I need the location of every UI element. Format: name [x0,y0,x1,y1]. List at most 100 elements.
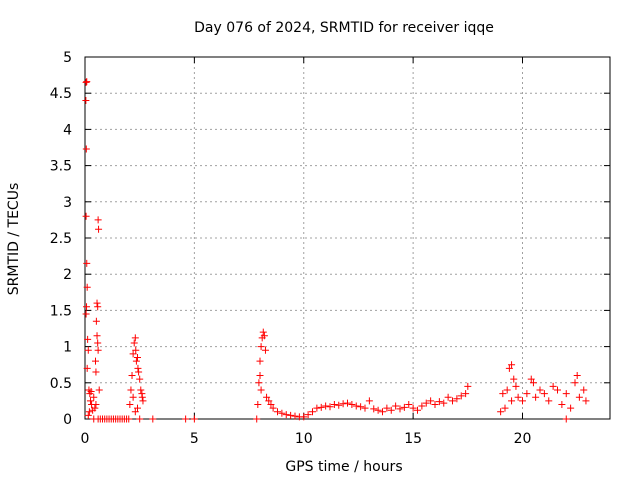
x-tick-label: 0 [81,431,90,447]
data-point [182,415,190,423]
data-point [132,357,140,365]
data-point [94,303,102,311]
data-point [129,393,137,401]
data-point [87,387,95,395]
data-point [317,403,325,411]
data-point [82,145,90,153]
y-tick-label: 0 [63,412,72,428]
data-point [92,317,100,325]
data-point [427,397,435,405]
data-point [514,393,522,401]
data-point [575,393,583,401]
data-point [82,96,90,104]
x-axis-label: GPS time / hours [285,459,402,475]
data-point [129,350,137,358]
data-point [127,386,135,394]
data-point [94,339,102,347]
data-point [278,409,286,417]
data-point [326,403,334,411]
data-point [82,212,90,220]
data-point [414,406,421,414]
data-point [392,402,400,410]
data-point [259,328,267,336]
data-point [95,225,103,233]
y-tick-label: 0.5 [50,376,72,392]
y-tick-label: 4.5 [50,86,72,102]
data-point [505,364,513,372]
data-point [409,404,417,412]
data-point [330,401,338,409]
data-point [139,397,147,405]
data-point [532,393,540,401]
data-point [260,332,268,340]
data-point [93,332,101,340]
data-point [567,404,575,412]
data-point [313,404,321,412]
data-point [256,372,264,380]
y-tick-label: 2 [63,267,72,283]
data-point [138,393,146,401]
data-point [527,375,535,383]
data-point [571,379,579,387]
y-axis-label: SRMTID / TECUs [6,183,22,296]
data-point [431,401,439,409]
data-point [257,386,265,394]
data-point [93,299,101,307]
y-tick-label: 4 [63,122,72,138]
data-point [396,405,404,413]
data-point [85,408,93,416]
y-tick-label: 1 [63,340,72,356]
data-point [130,339,138,347]
data-point [422,399,430,407]
data-point [257,343,265,351]
data-point [190,415,198,423]
data-point [83,364,91,372]
data-point [134,353,141,361]
data-point [123,415,131,423]
data-point [126,401,134,409]
data-point [137,386,145,394]
data-point [449,397,456,405]
data-point [83,78,91,86]
data-point [149,415,157,423]
data-point [92,368,100,376]
data-point [379,408,386,416]
data-point [462,390,470,398]
data-point [83,283,91,291]
chart-title: Day 076 of 2024, SRMTID for receiver iqq… [194,20,494,36]
data-point [501,404,509,412]
data-point [134,404,141,412]
data-point [287,411,295,419]
y-tick-label: 2.5 [50,231,72,247]
data-point [335,401,343,409]
data-point [562,415,570,423]
data-point [558,401,566,409]
data-point [134,364,142,372]
data-point [508,397,516,405]
y-tick-label: 1.5 [50,303,72,319]
data-point [457,392,465,400]
x-tick-label: 10 [295,431,313,447]
data-point [339,400,347,408]
data-point [444,393,452,401]
data-point [503,386,511,394]
data-point [352,402,360,410]
data-point [86,397,94,405]
data-point [573,372,581,380]
data-point [265,397,273,405]
x-tick-label: 5 [190,431,199,447]
data-points [82,78,590,423]
data-point [554,386,561,394]
data-point [523,390,531,398]
data-point [510,375,518,383]
data-point [132,346,140,354]
data-point [309,408,316,416]
data-point [545,397,553,405]
data-point [84,335,92,343]
data-point [453,395,461,403]
data-point [128,372,136,380]
data-point [300,413,308,421]
data-point [135,368,143,376]
data-point [549,382,557,390]
